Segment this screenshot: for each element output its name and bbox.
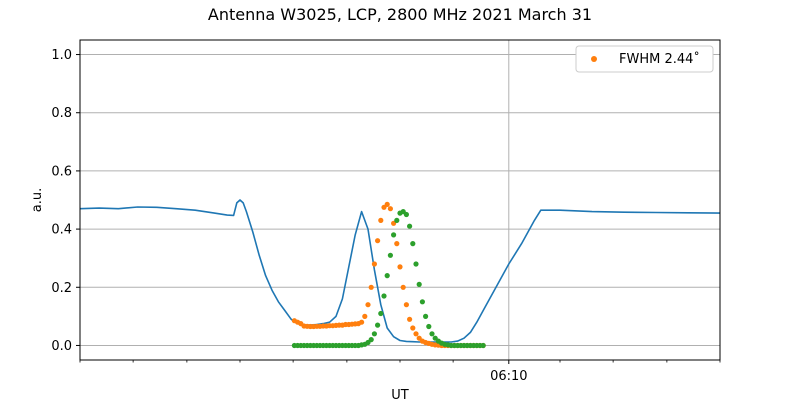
data-point — [375, 322, 381, 328]
y-tick-label: 0.2 — [51, 281, 72, 296]
data-point — [400, 284, 406, 290]
series-line-0 — [79, 199, 721, 343]
data-point — [359, 319, 365, 325]
data-point — [403, 302, 409, 308]
data-point — [413, 331, 419, 337]
data-point — [371, 331, 377, 337]
data-point — [394, 241, 400, 247]
data-point — [378, 310, 384, 317]
data-point — [387, 252, 393, 258]
x-axis-label: UT — [391, 388, 409, 400]
data-point — [407, 316, 413, 322]
series-scatter-2 — [291, 209, 486, 349]
data-point — [397, 264, 403, 270]
x-tick-label: 06:10 — [490, 369, 527, 384]
plot-area — [80, 40, 720, 360]
data-point — [368, 337, 374, 343]
data-point — [410, 325, 416, 331]
data-point — [362, 313, 368, 319]
y-tick-label: 0.6 — [51, 164, 72, 179]
data-point — [419, 299, 425, 305]
plot-border — [79, 39, 721, 361]
chart-title: Antenna W3025, LCP, 2800 MHz 2021 March … — [208, 5, 592, 24]
data-point — [368, 284, 374, 290]
data-point — [371, 261, 377, 267]
data-point — [426, 323, 432, 330]
data-point — [394, 217, 400, 223]
y-tick-label: 1.0 — [51, 48, 72, 63]
legend: FWHM 2.44˚ — [575, 45, 714, 73]
data-point — [423, 313, 429, 319]
data-point — [413, 261, 419, 267]
data-point — [403, 211, 409, 218]
data-point — [387, 206, 393, 212]
data-point — [429, 331, 435, 337]
data-point — [410, 241, 416, 247]
series-layer — [79, 199, 721, 349]
y-tick-label: 0.8 — [51, 106, 72, 121]
data-point — [384, 201, 390, 207]
data-point — [416, 281, 422, 287]
data-point — [391, 232, 397, 238]
data-point — [365, 302, 371, 308]
data-point — [384, 273, 390, 279]
ticks-layer: 0.0 0.2 0.4 0.6 0.8 1.0 06:10 — [51, 48, 721, 384]
data-point — [378, 217, 384, 223]
legend-marker-fwhm — [591, 56, 597, 62]
data-point — [381, 293, 387, 299]
legend-box — [575, 45, 714, 73]
legend-label-fwhm: FWHM 2.44˚ — [619, 51, 700, 67]
y-tick-label: 0.4 — [51, 223, 72, 238]
y-axis-label: a.u. — [30, 188, 45, 212]
data-point — [480, 342, 486, 349]
grid-layer — [80, 40, 720, 360]
data-point — [375, 238, 381, 244]
data-point — [407, 223, 413, 229]
y-tick-label: 0.0 — [51, 339, 72, 354]
